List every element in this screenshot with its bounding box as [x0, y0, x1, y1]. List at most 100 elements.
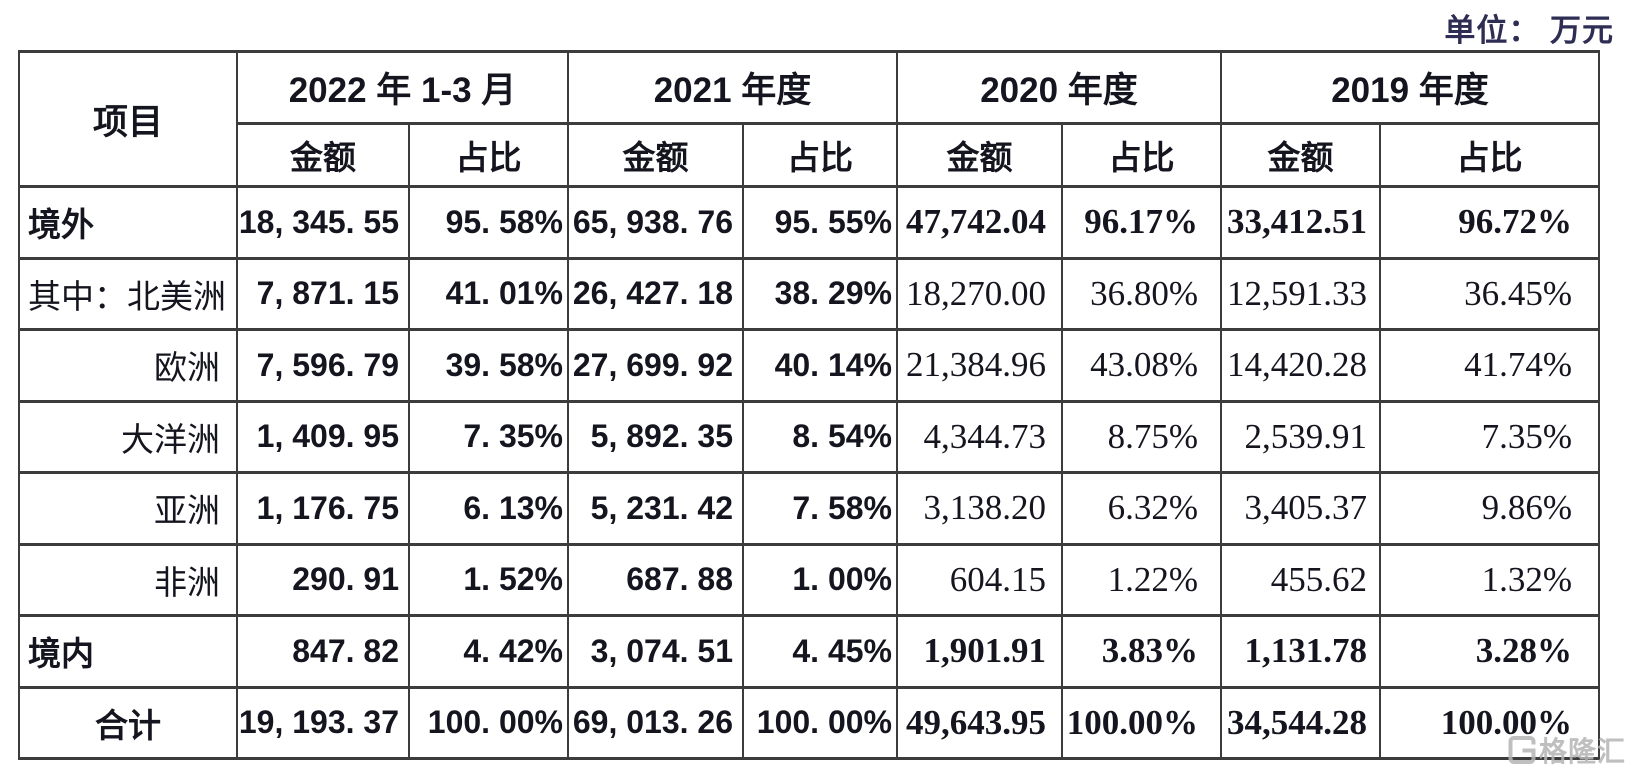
value-cell: 18,270.00	[896, 256, 1063, 331]
table-row: 其中：北美洲 7, 871. 15 41. 01% 26, 427. 18 38. 29…	[18, 256, 1600, 331]
table-row: 境外 18, 345. 55 95. 58% 65, 938. 76 95. 55% 47…	[18, 185, 1600, 260]
value-cell: 18, 345. 55	[236, 185, 410, 260]
value-cell: 8.75%	[1061, 399, 1222, 474]
header-row-measures: 金额 占比 金额 占比 金额 占比 金额 占比	[19, 122, 1600, 188]
gelonghui-logo-icon	[1507, 735, 1537, 765]
header-ratio-2022: 占比	[408, 122, 569, 188]
value-cell: 455.62	[1220, 542, 1381, 617]
header-ratio-2019: 占比	[1379, 122, 1600, 188]
value-cell: 43.08%	[1061, 328, 1222, 403]
value-cell: 9.86%	[1379, 471, 1600, 546]
table-row: 大洋洲 1, 409. 95 7. 35% 5, 892. 35 8. 54% 4,344…	[18, 399, 1600, 474]
value-cell: 1, 409. 95	[236, 399, 410, 474]
value-cell: 47,742.04	[896, 185, 1063, 260]
unit-label: 单位： 万元	[1444, 13, 1614, 48]
value-cell: 19, 193. 37	[236, 685, 410, 760]
value-cell: 39. 58%	[408, 328, 569, 403]
value-cell: 1,901.91	[896, 614, 1063, 689]
table-row: 非洲 290. 91 1. 52% 687. 88 1. 00% 604.15 1.22% 4…	[18, 542, 1600, 617]
value-cell: 7, 871. 15	[236, 256, 410, 331]
value-cell: 38. 29%	[742, 256, 898, 331]
value-cell: 4. 45%	[742, 614, 898, 689]
value-cell: 96.17%	[1061, 185, 1222, 260]
value-cell: 34,544.28	[1220, 685, 1381, 760]
value-cell: 7. 35%	[408, 399, 569, 474]
table-row: 合计 19, 193. 37 100. 00% 69, 013. 26 100. 00%…	[18, 685, 1600, 760]
header-period-2020: 2020 年度	[896, 50, 1222, 125]
value-cell: 100. 00%	[408, 685, 569, 760]
value-cell: 3,138.20	[896, 471, 1063, 546]
value-cell: 687. 88	[567, 542, 744, 617]
value-cell: 604.15	[896, 542, 1063, 617]
value-cell: 49,643.95	[896, 685, 1063, 760]
value-cell: 100. 00%	[742, 685, 898, 760]
value-cell: 3.28%	[1379, 614, 1600, 689]
value-cell: 1.32%	[1379, 542, 1600, 617]
header-amount-2022: 金额	[236, 122, 410, 188]
table-row: 境内 847. 82 4. 42% 3, 074. 51 4. 45% 1,901.91 3…	[18, 614, 1600, 689]
row-label: 合计	[18, 685, 238, 760]
value-cell: 7, 596. 79	[236, 328, 410, 403]
value-cell: 1, 176. 75	[236, 471, 410, 546]
value-cell: 96.72%	[1379, 185, 1600, 260]
header-row-periods: 项目 2022 年 1-3 月 2021 年度 2020 年度 2019 年度	[18, 50, 1600, 188]
header-amount-2020: 金额	[896, 122, 1063, 188]
table-body: 境外 18, 345. 55 95. 58% 65, 938. 76 95. 55% 47…	[18, 185, 1600, 760]
watermark-text: 格隆汇	[1538, 736, 1626, 767]
value-cell: 100.00%	[1061, 685, 1222, 760]
header-ratio-2020: 占比	[1061, 122, 1222, 188]
value-cell: 290. 91	[236, 542, 410, 617]
value-cell: 26, 427. 18	[567, 256, 744, 331]
value-cell: 3.83%	[1061, 614, 1222, 689]
value-cell: 36.80%	[1061, 256, 1222, 331]
value-cell: 7.35%	[1379, 399, 1600, 474]
value-cell: 41. 01%	[408, 256, 569, 331]
value-cell: 1.22%	[1061, 542, 1222, 617]
revenue-by-region-table: 项目 2022 年 1-3 月 2021 年度 2020 年度 2019 年度 …	[18, 50, 1600, 760]
value-cell: 41.74%	[1379, 328, 1600, 403]
header-ratio-2021: 占比	[742, 122, 898, 188]
table-row: 亚洲 1, 176. 75 6. 13% 5, 231. 42 7. 58% 3,138.…	[18, 471, 1600, 546]
table-row: 欧洲 7, 596. 79 39. 58% 27, 699. 92 40. 14% 21,…	[18, 328, 1600, 403]
value-cell: 1,131.78	[1220, 614, 1381, 689]
gelonghui-watermark: 格隆汇	[1507, 730, 1626, 770]
header-period-2021: 2021 年度	[567, 50, 898, 125]
value-cell: 100.00%	[1379, 685, 1600, 760]
value-cell: 5, 231. 42	[567, 471, 744, 546]
value-cell: 69, 013. 26	[567, 685, 744, 760]
row-label: 其中：北美洲	[18, 256, 238, 331]
table-header: 项目 2022 年 1-3 月 2021 年度 2020 年度 2019 年度 …	[18, 50, 1600, 188]
value-cell: 847. 82	[236, 614, 410, 689]
header-amount-2019: 金额	[1220, 122, 1381, 188]
value-cell: 2,539.91	[1220, 399, 1381, 474]
value-cell: 33,412.51	[1220, 185, 1381, 260]
value-cell: 5, 892. 35	[567, 399, 744, 474]
row-label: 欧洲	[18, 328, 238, 403]
header-period-2019: 2019 年度	[1220, 50, 1600, 125]
header-item: 项目	[18, 50, 238, 188]
value-cell: 4,344.73	[896, 399, 1063, 474]
row-label: 大洋洲	[18, 399, 238, 474]
value-cell: 3, 074. 51	[567, 614, 744, 689]
value-cell: 7. 58%	[742, 471, 898, 546]
row-label: 非洲	[18, 542, 238, 617]
value-cell: 1. 52%	[408, 542, 569, 617]
value-cell: 4. 42%	[408, 614, 569, 689]
value-cell: 6.32%	[1061, 471, 1222, 546]
value-cell: 6. 13%	[408, 471, 569, 546]
row-label: 亚洲	[18, 471, 238, 546]
value-cell: 95. 55%	[742, 185, 898, 260]
value-cell: 95. 58%	[408, 185, 569, 260]
value-cell: 8. 54%	[742, 399, 898, 474]
value-cell: 14,420.28	[1220, 328, 1381, 403]
header-amount-2021: 金额	[567, 122, 744, 188]
header-period-2022: 2022 年 1-3 月	[236, 50, 569, 125]
value-cell: 36.45%	[1379, 256, 1600, 331]
value-cell: 65, 938. 76	[567, 185, 744, 260]
value-cell: 21,384.96	[896, 328, 1063, 403]
row-label: 境外	[18, 185, 238, 260]
row-label: 境内	[18, 614, 238, 689]
value-cell: 12,591.33	[1220, 256, 1381, 331]
value-cell: 40. 14%	[742, 328, 898, 403]
